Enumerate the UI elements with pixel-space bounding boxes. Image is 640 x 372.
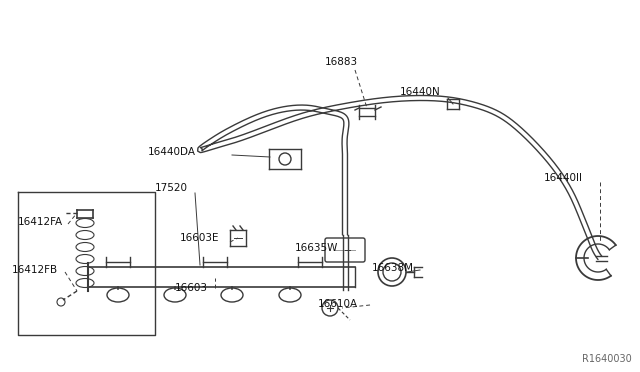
Text: 16440N: 16440N (400, 87, 441, 97)
Ellipse shape (164, 288, 186, 302)
Text: 17520: 17520 (155, 183, 188, 193)
Text: 16412FA: 16412FA (18, 217, 63, 227)
Ellipse shape (76, 254, 94, 263)
Circle shape (378, 258, 406, 286)
Text: 16412FB: 16412FB (12, 265, 58, 275)
Ellipse shape (76, 243, 94, 251)
Text: 16603E: 16603E (180, 233, 220, 243)
Text: 16603: 16603 (175, 283, 208, 293)
Ellipse shape (221, 288, 243, 302)
Circle shape (383, 263, 401, 281)
FancyBboxPatch shape (325, 238, 365, 262)
Text: 16883: 16883 (325, 57, 358, 67)
Text: 16638M: 16638M (372, 263, 414, 273)
Text: 16440DA: 16440DA (148, 147, 196, 157)
Text: R1640030: R1640030 (582, 354, 632, 364)
Ellipse shape (76, 266, 94, 276)
Circle shape (57, 298, 65, 306)
Text: 16610A: 16610A (318, 299, 358, 309)
Ellipse shape (76, 231, 94, 240)
Ellipse shape (107, 288, 129, 302)
Ellipse shape (76, 279, 94, 288)
Ellipse shape (76, 218, 94, 228)
Circle shape (322, 300, 338, 316)
Text: 16440II: 16440II (544, 173, 583, 183)
Ellipse shape (279, 288, 301, 302)
Text: 16635W: 16635W (295, 243, 339, 253)
